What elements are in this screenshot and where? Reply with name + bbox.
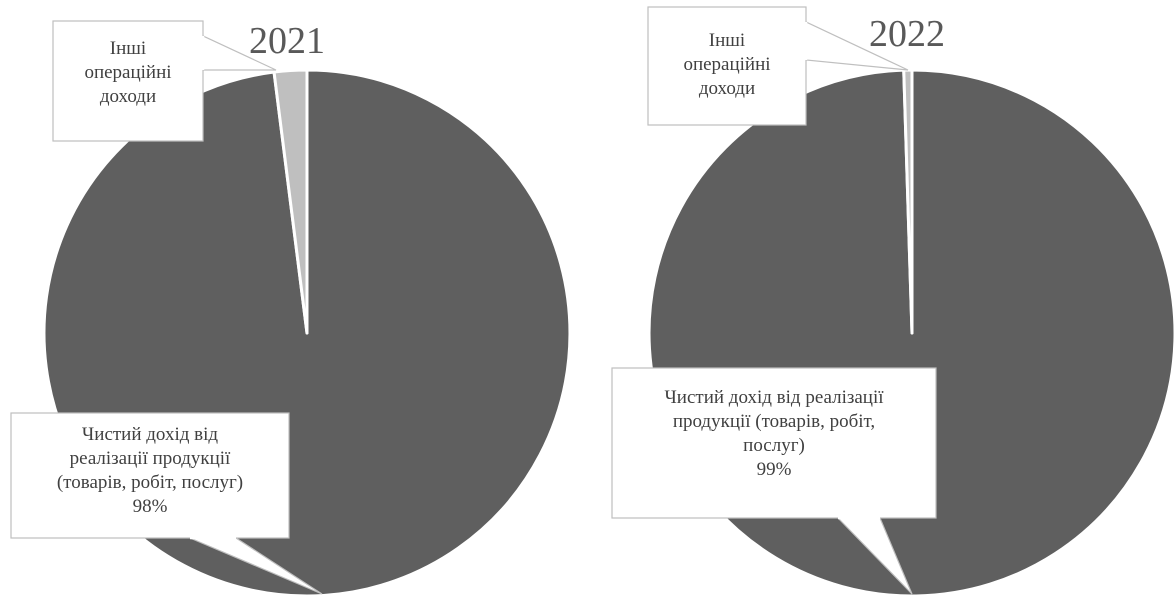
- label-line: Чистий дохід від реалізації: [664, 387, 884, 408]
- label-line: Чистий дохід від: [82, 424, 218, 445]
- data-label-net-revenue: Чистий дохід від реалізації продукції (тов…: [10, 412, 323, 595]
- label-line: Інші: [709, 30, 745, 51]
- data-label-other-income: Інші операційні доходи: [52, 20, 277, 142]
- data-label-net-revenue: Чистий дохід від реалізації продукції (то…: [611, 367, 937, 595]
- data-label-other-income: Інші операційні доходи: [647, 6, 909, 126]
- label-line: Інші: [110, 38, 146, 59]
- label-line: операційні: [683, 54, 770, 75]
- label-line: доходи: [699, 78, 755, 99]
- label-line: 98%: [133, 496, 168, 517]
- label-line: послуг): [743, 435, 805, 456]
- label-line: продукції (товарів, робіт,: [673, 411, 875, 432]
- callout-box: [611, 367, 937, 519]
- label-line: операційні: [84, 62, 171, 83]
- label-line: 99%: [757, 459, 792, 480]
- callout-box: [647, 6, 807, 126]
- label-line: (товарів, робіт, послуг): [57, 472, 243, 493]
- pie-chart-2022: 2022 Чистий дохід від реалізації продукції…: [611, 6, 1176, 598]
- pie-chart-2021: 2021 Чистий дохід від реалізації продукції…: [10, 20, 572, 598]
- chart-title: 2021: [249, 20, 325, 62]
- chart-title: 2022: [869, 13, 945, 55]
- label-line: доходи: [100, 86, 156, 107]
- callout-box: [10, 412, 290, 539]
- label-line: реалізації продукції: [70, 448, 231, 469]
- pie-slice-other-income: [272, 68, 309, 335]
- callout-box: [52, 20, 204, 142]
